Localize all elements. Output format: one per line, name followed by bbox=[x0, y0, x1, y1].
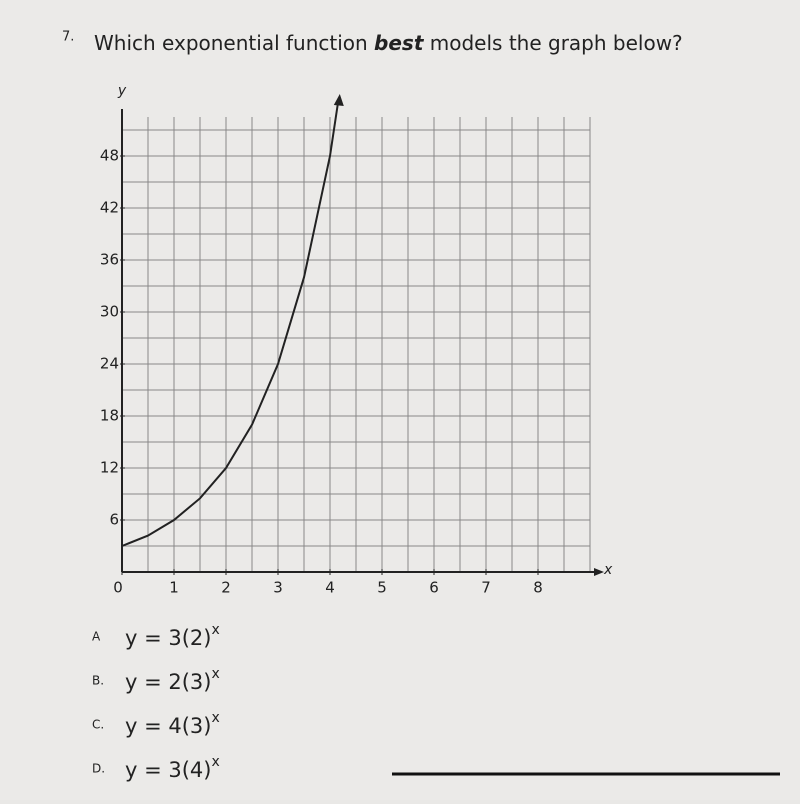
x-tick-label: 1 bbox=[169, 579, 179, 597]
y-tick-label-bg bbox=[92, 355, 120, 373]
formula-text: y = 3(2) bbox=[125, 626, 211, 650]
x-axis-arrow bbox=[594, 568, 604, 576]
x-axis-label: x bbox=[603, 562, 613, 578]
formula-exponent: x bbox=[211, 710, 219, 726]
x-tick-label: 0 bbox=[113, 579, 123, 597]
option-formula: y = 3(2)x bbox=[125, 622, 220, 650]
y-tick-label: 24 bbox=[100, 355, 119, 373]
y-axis-label: y bbox=[117, 83, 127, 99]
y-tick-label-bg bbox=[92, 199, 120, 217]
y-tick-label: 30 bbox=[100, 303, 119, 321]
y-tick-label: 48 bbox=[100, 147, 119, 165]
y-tick-label: 12 bbox=[100, 459, 119, 477]
question-emphasis: best bbox=[374, 31, 425, 55]
x-tick-label: 6 bbox=[429, 579, 439, 597]
x-tick-label: 7 bbox=[481, 579, 491, 597]
formula-text: y = 4(3) bbox=[125, 714, 211, 738]
formula-exponent: x bbox=[211, 622, 219, 638]
formula-text: y = 2(3) bbox=[125, 670, 211, 694]
formula-text: y = 3(4) bbox=[125, 758, 211, 782]
y-tick-label: 36 bbox=[100, 251, 119, 269]
x-tick-label: 8 bbox=[533, 579, 543, 597]
option-letter: C. bbox=[92, 718, 104, 732]
y-tick-label-bg bbox=[92, 407, 120, 425]
question-text: Which exponential function best models t… bbox=[94, 31, 683, 55]
y-tick-label-bg bbox=[92, 511, 120, 529]
x-tick-label: 3 bbox=[273, 579, 283, 597]
x-tick-label: 5 bbox=[377, 579, 387, 597]
option-formula: y = 3(4)x bbox=[125, 754, 220, 782]
y-tick-label-bg bbox=[92, 147, 120, 165]
y-tick-label: 18 bbox=[100, 407, 119, 425]
question-number: 7. bbox=[62, 30, 74, 45]
y-tick-label-bg bbox=[92, 303, 120, 321]
x-tick-label: 2 bbox=[221, 579, 231, 597]
y-tick-label-bg bbox=[92, 251, 120, 269]
x-tick-label: 4 bbox=[325, 579, 335, 597]
option-letter: D. bbox=[92, 762, 105, 776]
y-tick-label: 6 bbox=[109, 511, 119, 529]
y-tick-label-bg bbox=[92, 459, 120, 477]
y-tick-label: 42 bbox=[100, 199, 119, 217]
option-letter: B. bbox=[92, 674, 104, 688]
question-text-after: models the graph below? bbox=[423, 31, 682, 55]
option-formula: y = 2(3)x bbox=[125, 666, 220, 694]
question-text-before: Which exponential function bbox=[94, 31, 374, 55]
curve bbox=[121, 103, 339, 547]
formula-exponent: x bbox=[211, 754, 219, 770]
option-letter: A bbox=[92, 630, 101, 644]
curve-arrow bbox=[333, 94, 344, 106]
formula-exponent: x bbox=[211, 666, 219, 682]
option-formula: y = 4(3)x bbox=[125, 710, 220, 738]
